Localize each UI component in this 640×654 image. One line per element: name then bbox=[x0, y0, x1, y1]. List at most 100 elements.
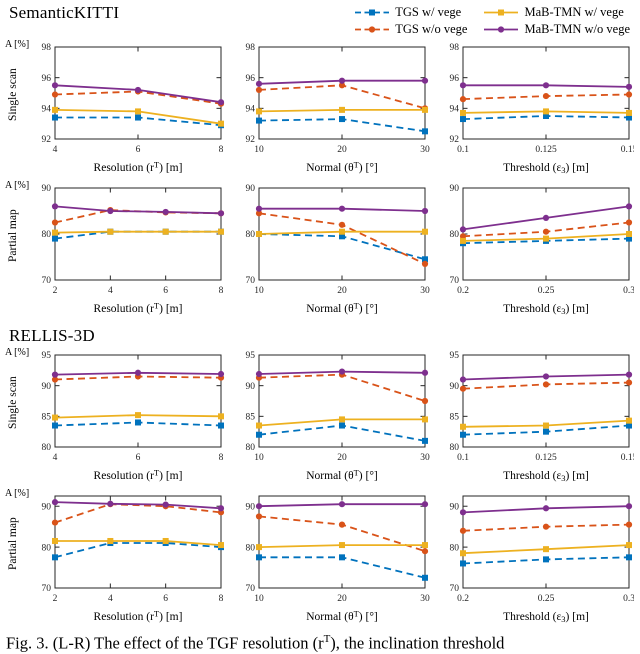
legend-entry-tgs-vege: TGS w/ vege bbox=[354, 4, 467, 20]
legend-label: MaB-TMN w/o vege bbox=[524, 21, 630, 36]
svg-text:6: 6 bbox=[163, 286, 168, 296]
section-semantickitti: SemanticKITTI TGS w/ vege TGS w/o vege M… bbox=[4, 3, 638, 322]
row-side: A [%] Single scan bbox=[4, 347, 29, 489]
svg-text:96: 96 bbox=[246, 74, 256, 84]
svg-text:Normal (θT) [°]: Normal (θT) [°] bbox=[306, 609, 378, 624]
svg-text:20: 20 bbox=[337, 453, 347, 463]
svg-text:30: 30 bbox=[420, 453, 430, 463]
svg-text:0.125: 0.125 bbox=[535, 453, 557, 463]
svg-text:6: 6 bbox=[136, 453, 141, 463]
y-axis-label: A [%] bbox=[5, 347, 30, 358]
section-title-rellis3d: RELLIS-3D bbox=[9, 325, 95, 345]
svg-text:90: 90 bbox=[450, 184, 460, 194]
svg-text:92: 92 bbox=[450, 135, 460, 145]
chart-sk-single-normal: 92 94 96 98 10 20 30 Normal (θT) [°] bbox=[226, 40, 431, 181]
chart-rellis-single-threshold: 80 85 90 95 0.1 0.125 0.15 Threshold (ε3) [m] bbox=[430, 348, 638, 489]
svg-text:95: 95 bbox=[246, 351, 256, 361]
chart-svg: 70 80 90 0.2 0.25 0.3 Threshold (ε3) [m] bbox=[450, 184, 636, 316]
svg-text:94: 94 bbox=[450, 105, 460, 115]
svg-text:0.15: 0.15 bbox=[621, 145, 634, 155]
chart-svg: 70 80 90 10 20 30 Normal (θT) [°] bbox=[246, 495, 430, 624]
svg-text:8: 8 bbox=[219, 286, 224, 296]
chart-svg: 70 80 90 2 4 6 8 Resolution (rT) [m] bbox=[42, 495, 225, 624]
svg-text:8: 8 bbox=[219, 145, 224, 155]
svg-text:30: 30 bbox=[420, 594, 430, 604]
svg-text:90: 90 bbox=[42, 184, 52, 194]
caption-superscript: T bbox=[323, 633, 331, 645]
svg-text:85: 85 bbox=[42, 413, 52, 423]
svg-text:Normal (θT) [°]: Normal (θT) [°] bbox=[306, 468, 378, 483]
legend-label: MaB-TMN w/ vege bbox=[524, 4, 624, 19]
chart-rellis-single-resolution: 80 85 90 95 4 6 8 Resolution (rT) [m] bbox=[22, 348, 226, 489]
chart-rellis-single-normal: 80 85 90 95 10 20 30 Normal (θT) [°] bbox=[226, 348, 431, 489]
svg-text:2: 2 bbox=[53, 286, 58, 296]
svg-text:98: 98 bbox=[42, 43, 52, 53]
svg-text:Threshold (ε3) [m]: Threshold (ε3) [m] bbox=[503, 470, 589, 483]
svg-text:85: 85 bbox=[450, 413, 460, 423]
plot-row-rellis-single-scan: A [%] Single scan 80 85 90 95 4 6 8 Resolution … bbox=[4, 347, 638, 489]
section-head: SemanticKITTI TGS w/ vege TGS w/o vege M… bbox=[4, 3, 638, 40]
dashed-line-square-marker-icon bbox=[354, 6, 390, 19]
svg-text:8: 8 bbox=[219, 453, 224, 463]
legend-label: TGS w/ vege bbox=[395, 4, 462, 19]
svg-text:70: 70 bbox=[450, 276, 460, 286]
svg-text:30: 30 bbox=[420, 145, 430, 155]
svg-text:4: 4 bbox=[53, 453, 58, 463]
svg-text:95: 95 bbox=[450, 351, 460, 361]
svg-text:70: 70 bbox=[450, 584, 460, 594]
legend-swatch-svg bbox=[355, 9, 390, 15]
svg-text:Normal (θT) [°]: Normal (θT) [°] bbox=[306, 301, 378, 316]
svg-text:70: 70 bbox=[246, 584, 256, 594]
row-label-single-scan: Single scan bbox=[7, 376, 19, 430]
svg-text:Resolution (rT) [m]: Resolution (rT) [m] bbox=[94, 468, 183, 483]
legend-swatch-svg bbox=[484, 25, 519, 33]
svg-text:0.2: 0.2 bbox=[457, 594, 469, 604]
svg-text:80: 80 bbox=[450, 230, 460, 240]
chart-rellis-partial-normal: 70 80 90 10 20 30 Normal (θT) [°] bbox=[226, 489, 430, 630]
svg-text:90: 90 bbox=[450, 502, 460, 512]
svg-text:90: 90 bbox=[42, 502, 52, 512]
svg-text:80: 80 bbox=[450, 543, 460, 553]
svg-text:90: 90 bbox=[42, 382, 52, 392]
chart-svg: 80 85 90 95 10 20 30 Normal (θT) [°] bbox=[246, 351, 431, 483]
chart-svg: 92 94 96 98 4 6 8 Resolution (rT) [m] bbox=[42, 43, 225, 174]
y-axis-label: A [%] bbox=[5, 488, 30, 499]
chart-svg: 92 94 96 98 0.1 0.125 0.15 Threshold (ε3) [m] bbox=[450, 43, 638, 175]
plot-row-rellis-partial-map: A [%] Partial map 70 80 90 2 4 6 8 Resolution (… bbox=[4, 488, 638, 630]
dashed-line-circle-marker-icon bbox=[354, 23, 390, 36]
chart-svg: 70 80 90 0.2 0.25 0.3 Threshold (ε3) [m] bbox=[450, 495, 635, 624]
row-side: A [%] Single scan bbox=[4, 39, 29, 181]
svg-text:2: 2 bbox=[53, 594, 58, 604]
svg-text:80: 80 bbox=[450, 443, 460, 453]
svg-text:70: 70 bbox=[42, 584, 52, 594]
svg-text:0.15: 0.15 bbox=[621, 453, 634, 463]
legend-swatch-svg bbox=[355, 25, 390, 33]
svg-text:20: 20 bbox=[337, 145, 347, 155]
chart-svg: 70 80 90 2 4 6 8 Resolution (rT) [m] bbox=[42, 184, 225, 315]
svg-text:30: 30 bbox=[420, 286, 430, 296]
figure-caption: Fig. 3. (L-R) The effect of the TGF reso… bbox=[4, 630, 638, 654]
chart-rellis-partial-resolution: 70 80 90 2 4 6 8 Resolution (rT) [m] bbox=[22, 489, 226, 630]
svg-text:10: 10 bbox=[254, 594, 264, 604]
svg-text:10: 10 bbox=[254, 286, 264, 296]
svg-text:0.25: 0.25 bbox=[538, 594, 555, 604]
svg-text:92: 92 bbox=[246, 135, 256, 145]
row-side: A [%] Partial map bbox=[4, 180, 29, 322]
legend-entry-tgs-novege: TGS w/o vege bbox=[354, 21, 467, 37]
chart-sk-single-resolution: 92 94 96 98 4 6 8 Resolution (rT) [m] bbox=[22, 40, 226, 181]
legend-label: TGS w/o vege bbox=[395, 21, 468, 36]
svg-text:90: 90 bbox=[450, 382, 460, 392]
y-axis-label: A [%] bbox=[5, 39, 30, 50]
svg-text:Resolution (rT) [m]: Resolution (rT) [m] bbox=[94, 609, 183, 624]
chart-svg: 80 85 90 95 0.1 0.125 0.15 Threshold (ε3) [m] bbox=[450, 351, 638, 483]
svg-text:80: 80 bbox=[246, 230, 256, 240]
row-label-partial-map: Partial map bbox=[7, 517, 19, 571]
caption-text: Fig. 3. (L-R) The effect of the TGF reso… bbox=[6, 633, 324, 653]
section-head: RELLIS-3D bbox=[4, 322, 638, 348]
svg-text:Threshold (ε3) [m]: Threshold (ε3) [m] bbox=[503, 611, 589, 624]
svg-text:98: 98 bbox=[450, 43, 460, 53]
chart-sk-partial-threshold: 70 80 90 0.2 0.25 0.3 Threshold (ε3) [m] bbox=[430, 181, 636, 322]
svg-text:92: 92 bbox=[42, 135, 52, 145]
svg-text:20: 20 bbox=[337, 286, 347, 296]
